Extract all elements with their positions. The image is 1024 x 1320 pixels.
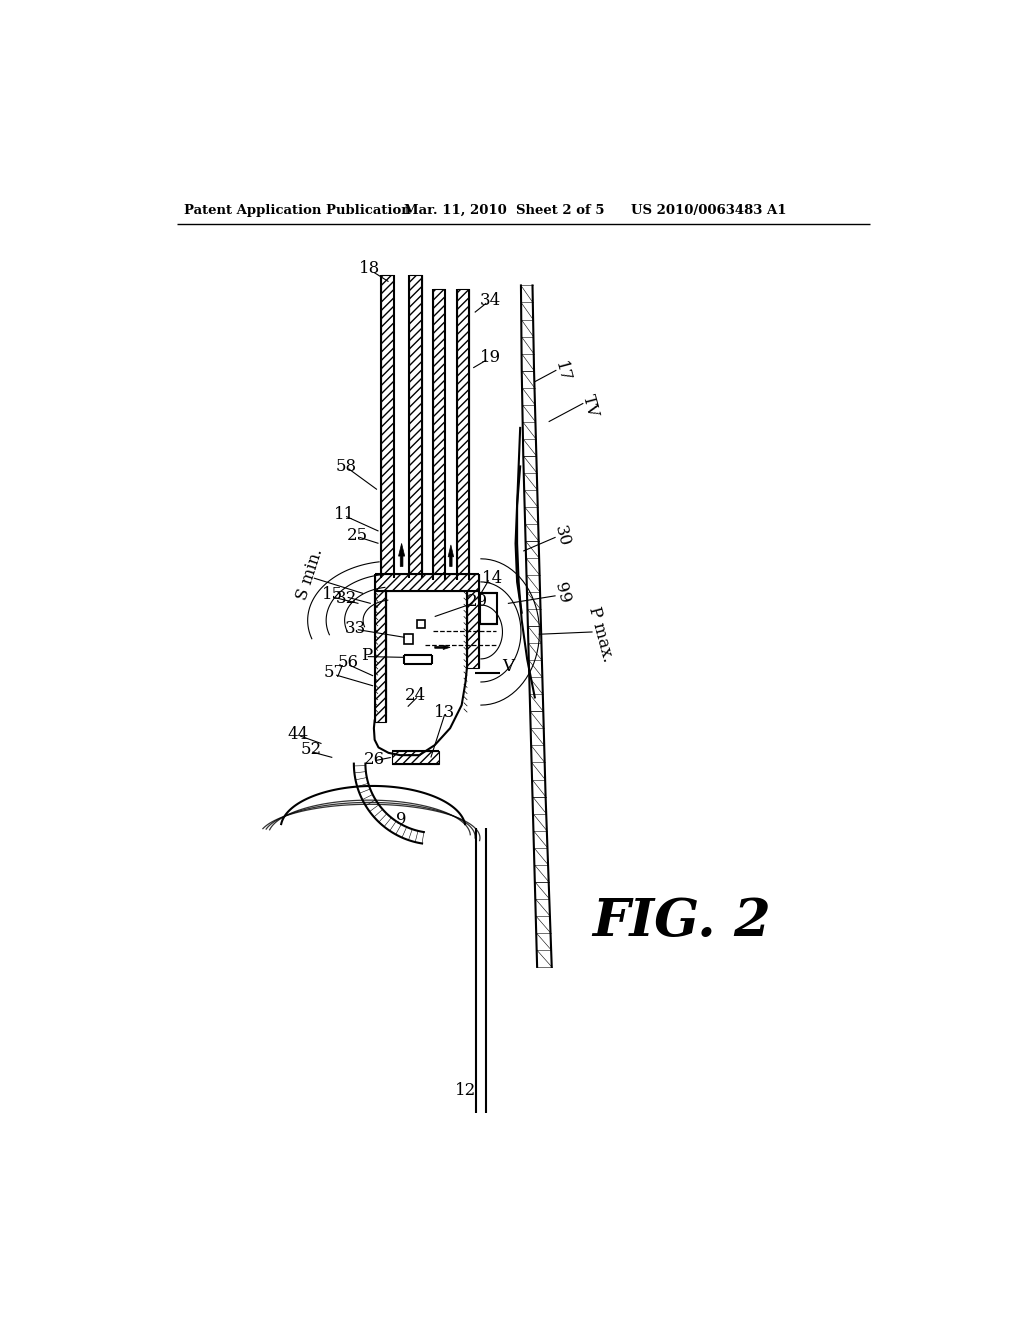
Text: Patent Application Publication: Patent Application Publication (184, 203, 412, 216)
Text: 58: 58 (336, 458, 356, 475)
Text: V: V (502, 659, 514, 675)
Text: 29: 29 (467, 593, 487, 610)
Bar (410, 276, 422, 578)
Polygon shape (435, 645, 451, 649)
Text: 57: 57 (324, 664, 345, 681)
Text: 34: 34 (479, 292, 501, 309)
Text: 17: 17 (551, 360, 572, 385)
Text: 25: 25 (347, 527, 369, 544)
Text: 30: 30 (551, 523, 572, 548)
Text: 32: 32 (336, 590, 356, 607)
Bar (457, 289, 469, 581)
Text: S min.: S min. (294, 546, 327, 602)
Text: FIG. 2: FIG. 2 (593, 896, 771, 948)
Text: 13: 13 (434, 705, 456, 721)
Polygon shape (398, 544, 404, 566)
Text: P max.: P max. (585, 605, 615, 664)
Text: 52: 52 (300, 742, 322, 758)
Text: 9: 9 (396, 810, 407, 828)
Text: Mar. 11, 2010  Sheet 2 of 5: Mar. 11, 2010 Sheet 2 of 5 (403, 203, 604, 216)
Text: 12: 12 (455, 1081, 476, 1098)
Text: 33: 33 (345, 619, 366, 636)
Bar (394, 276, 410, 578)
Text: 99: 99 (551, 581, 572, 606)
Text: 56: 56 (337, 655, 358, 672)
Bar (375, 574, 478, 591)
Text: 19: 19 (479, 348, 501, 366)
Text: TV: TV (579, 393, 601, 420)
Text: P: P (360, 647, 372, 664)
Text: 26: 26 (364, 751, 384, 767)
Bar (392, 751, 438, 763)
Text: US 2010/0063483 A1: US 2010/0063483 A1 (631, 203, 786, 216)
Text: 18: 18 (358, 260, 380, 277)
Bar (417, 620, 425, 628)
Bar (433, 289, 444, 581)
Bar (381, 276, 394, 578)
Text: 15: 15 (322, 586, 343, 603)
Bar (467, 591, 478, 668)
Text: 14: 14 (482, 569, 503, 586)
Text: 24: 24 (404, 688, 426, 705)
Bar (403, 635, 413, 644)
Bar (480, 594, 497, 624)
Text: 11: 11 (334, 506, 355, 523)
Text: 44: 44 (288, 726, 309, 743)
Bar (375, 591, 386, 722)
Polygon shape (449, 545, 454, 566)
Bar (444, 289, 457, 581)
